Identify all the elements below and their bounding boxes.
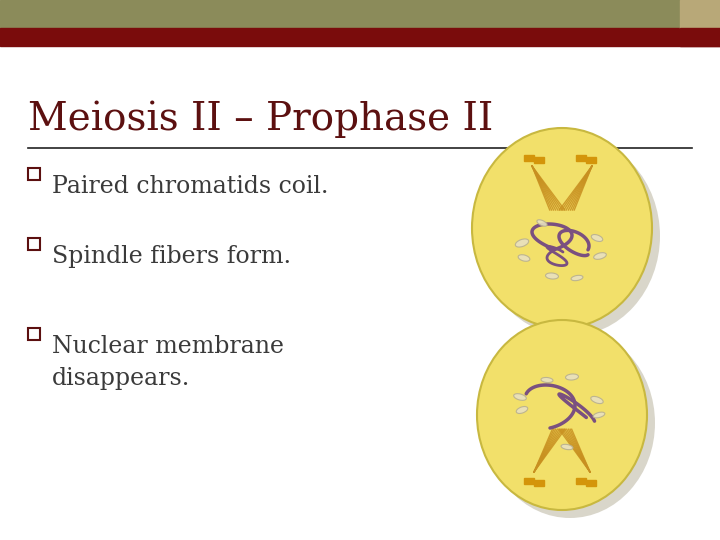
Ellipse shape xyxy=(593,412,605,418)
Bar xyxy=(680,28,720,46)
Ellipse shape xyxy=(591,396,603,403)
Ellipse shape xyxy=(565,374,578,380)
Bar xyxy=(28,328,40,340)
Bar xyxy=(28,238,40,250)
Ellipse shape xyxy=(516,407,528,414)
Bar xyxy=(586,157,596,163)
Text: Nuclear membrane
disappears.: Nuclear membrane disappears. xyxy=(52,335,284,390)
Bar xyxy=(586,480,596,485)
Text: Meiosis II – Prophase II: Meiosis II – Prophase II xyxy=(28,100,493,138)
Bar xyxy=(534,157,544,163)
Ellipse shape xyxy=(571,275,583,281)
Ellipse shape xyxy=(480,136,660,336)
Ellipse shape xyxy=(537,220,547,226)
Ellipse shape xyxy=(513,394,526,400)
Text: Spindle fibers form.: Spindle fibers form. xyxy=(52,245,291,268)
Ellipse shape xyxy=(518,255,530,261)
Ellipse shape xyxy=(477,320,647,510)
Ellipse shape xyxy=(561,444,573,450)
Bar xyxy=(576,478,586,484)
Bar xyxy=(0,0,680,28)
Ellipse shape xyxy=(485,328,655,518)
Bar xyxy=(576,155,586,161)
Bar xyxy=(0,28,720,46)
Bar xyxy=(534,480,544,485)
Ellipse shape xyxy=(591,234,603,241)
Ellipse shape xyxy=(516,239,528,247)
Text: Paired chromatids coil.: Paired chromatids coil. xyxy=(52,175,328,198)
Ellipse shape xyxy=(541,377,553,382)
Bar xyxy=(680,0,720,28)
Ellipse shape xyxy=(472,128,652,328)
Bar xyxy=(524,155,534,161)
Bar xyxy=(524,478,534,484)
Ellipse shape xyxy=(594,253,606,259)
Bar xyxy=(28,168,40,180)
Ellipse shape xyxy=(546,273,559,279)
